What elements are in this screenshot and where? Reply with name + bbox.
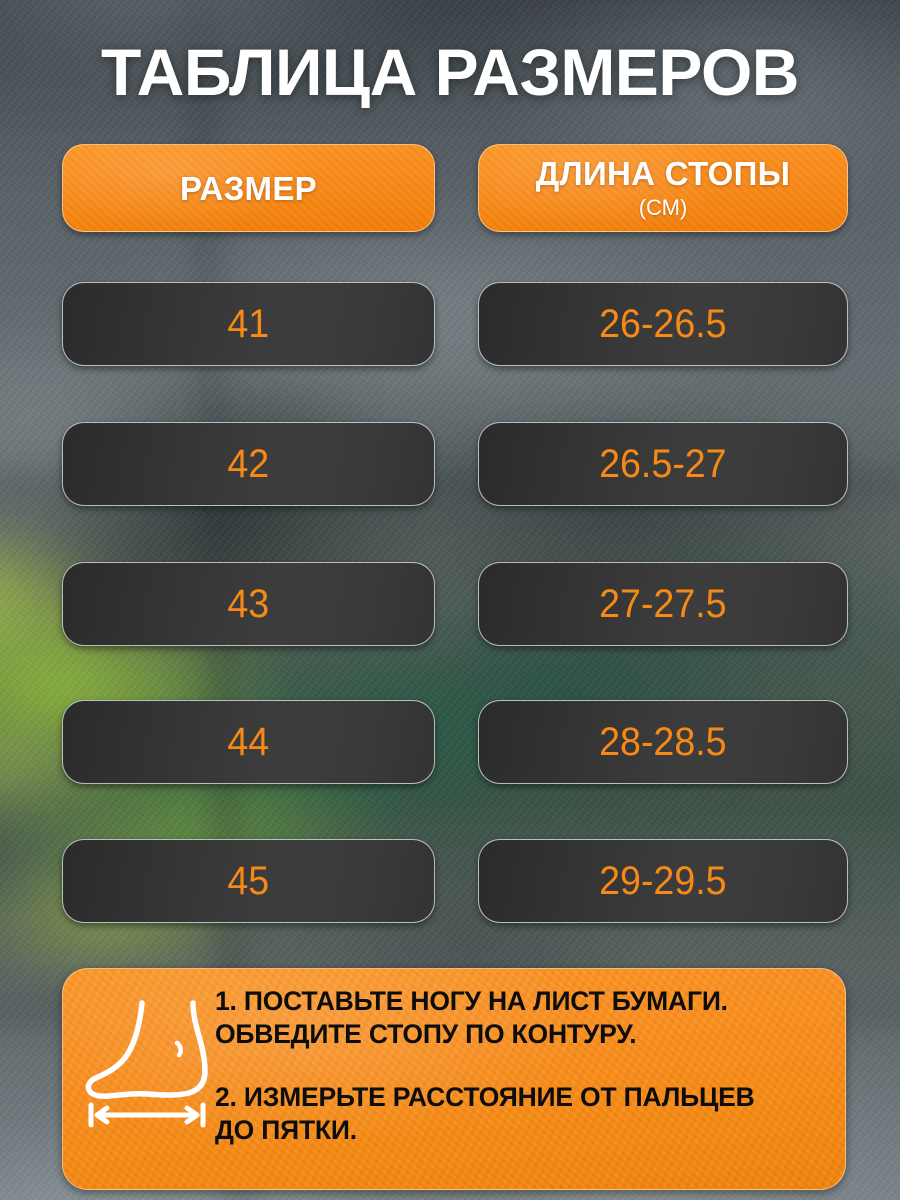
table-row: 42 [62,422,435,506]
cell-size: 45 [227,858,270,903]
table-row: 41 [62,282,435,366]
header-size-label: РАЗМЕР [180,169,317,207]
cell-foot-length: 26.5-27 [599,441,727,486]
instructions-text: 1. ПОСТАВЬТЕ НОГУ НА ЛИСТ БУМАГИ. ОБВЕДИ… [215,985,839,1148]
table-row: 26-26.5 [478,282,848,366]
table-row: 43 [62,562,435,646]
cell-size: 43 [227,581,270,626]
foot-measure-icon [81,997,221,1129]
header-foot-length-label: ДЛИНА СТОПЫ [535,155,791,192]
table-row: 29-29.5 [478,839,848,923]
header-foot-length-unit: (СМ) [638,195,688,220]
cell-foot-length: 28-28.5 [599,719,727,764]
table-header-size: РАЗМЕР [62,144,435,232]
measurement-instructions-panel: 1. ПОСТАВЬТЕ НОГУ НА ЛИСТ БУМАГИ. ОБВЕДИ… [62,968,846,1190]
table-row: 45 [62,839,435,923]
cell-size: 44 [227,719,270,764]
page-title: ТАБЛИЦА РАЗМЕРОВ [101,35,799,109]
cell-foot-length: 27-27.5 [599,581,727,626]
instruction-step2-line1: 2. ИЗМЕРЬТЕ РАССТОЯНИЕ ОТ ПАЛЬЦЕВ [215,1082,755,1113]
cell-size: 42 [227,441,270,486]
table-header-foot-length: ДЛИНА СТОПЫ (СМ) [478,144,848,232]
instruction-step1-line2: ОБВЕДИТЕ СТОПУ ПО КОНТУРУ. [215,1019,637,1050]
instruction-step2-line2: ДО ПЯТКИ. [215,1115,357,1146]
table-row: 27-27.5 [478,562,848,646]
table-row: 28-28.5 [478,700,848,784]
instruction-step1-line1: 1. ПОСТАВЬТЕ НОГУ НА ЛИСТ БУМАГИ. [215,986,728,1016]
table-row: 26.5-27 [478,422,848,506]
table-row: 44 [62,700,435,784]
cell-size: 41 [227,301,270,346]
cell-foot-length: 29-29.5 [599,858,727,903]
cell-foot-length: 26-26.5 [599,301,727,346]
